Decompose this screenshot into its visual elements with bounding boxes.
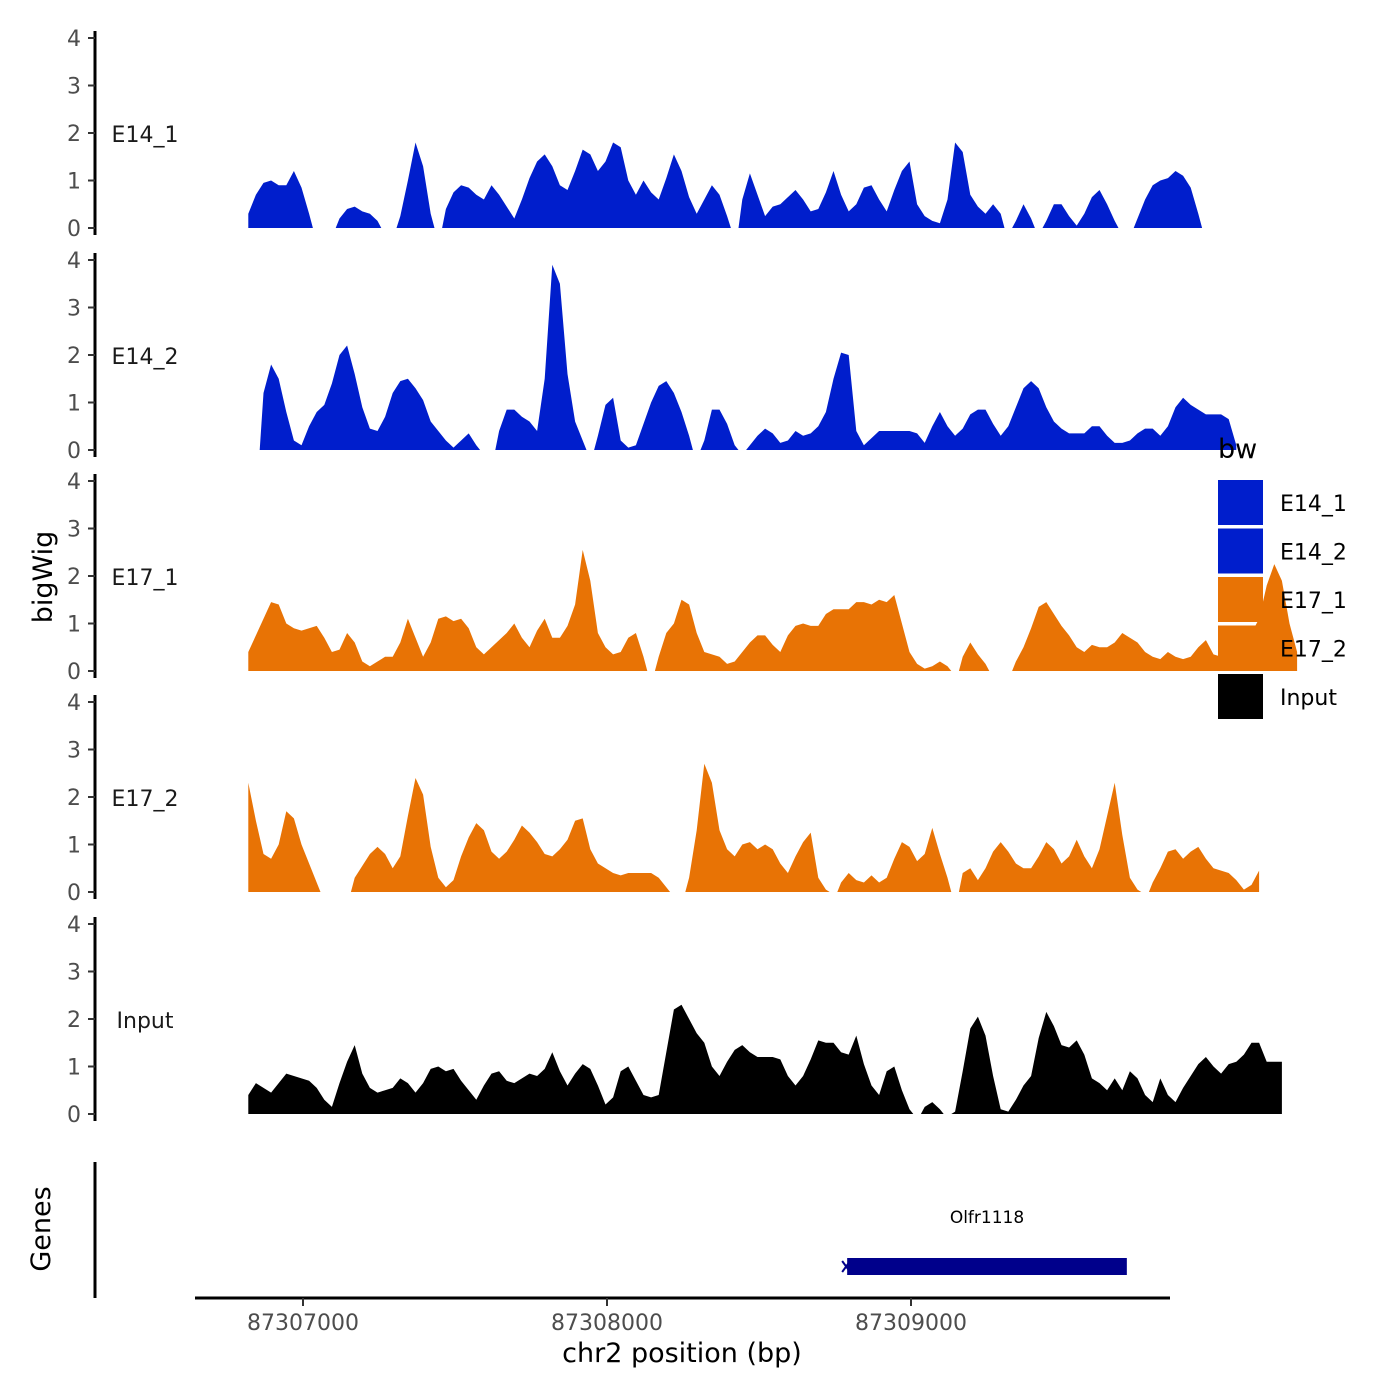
gene-layer: Olfr1118	[841, 1208, 1127, 1275]
y-tick-label-E17_2-3: 3	[67, 739, 81, 764]
y-tick-label-E17_1-1: 1	[67, 613, 81, 638]
track-E17_2: 0 1 2 3 4 E17_2	[67, 691, 1260, 906]
y-tick-label-E17_1-0: 0	[67, 660, 81, 685]
y-tick-label-Input-1: 1	[67, 1056, 81, 1081]
legend-swatch-E17_2	[1218, 625, 1263, 671]
track-label-E14_2: E14_2	[112, 345, 179, 370]
gene-panel: Genes Olfr1118	[26, 1162, 1127, 1298]
coverage-area-Input	[248, 1004, 1282, 1114]
x-tick-label-87308000: 87308000	[551, 1311, 663, 1336]
y-tick-label-E14_1-1: 1	[67, 170, 81, 195]
x-tick-label-87307000: 87307000	[247, 1311, 359, 1336]
y-tick-label-E17_1-3: 3	[67, 518, 81, 543]
legend-swatch-E17_1	[1218, 577, 1263, 622]
tracks-layer: 0 1 2 3 4 E14_1 0 1 2 3 4 E14_2 0 1 2 3 4 E17_1 0 1 2 3 4 E17_2…	[67, 27, 1298, 1128]
y-tick-label-E14_2-0: 0	[67, 439, 81, 464]
y-tick-label-Input-0: 0	[67, 1103, 81, 1128]
track-label-E14_1: E14_1	[112, 123, 179, 148]
legend-label-E17_1: E17_1	[1280, 589, 1347, 614]
legend-swatch-E14_2	[1218, 528, 1263, 574]
y-tick-label-E14_1-3: 3	[67, 75, 81, 100]
legend-swatch-Input	[1218, 674, 1263, 719]
track-label-E17_2: E17_2	[112, 787, 179, 812]
coverage-area-E17_1	[248, 549, 1298, 671]
legend-label-E14_1: E14_1	[1280, 492, 1347, 517]
y-axis-title: bigWig	[28, 531, 59, 624]
genes-label: Genes	[26, 1186, 57, 1271]
y-tick-label-E14_1-4: 4	[67, 27, 81, 52]
gene-strand-mark	[841, 1260, 851, 1273]
y-tick-label-Input-2: 2	[67, 1008, 81, 1033]
x-axis: 87307000 87308000 87309000 chr2 position (…	[195, 1296, 1170, 1369]
track-E17_1: 0 1 2 3 4 E17_1	[67, 470, 1298, 685]
y-tick-label-E14_1-2: 2	[67, 122, 81, 147]
y-tick-label-E14_2-4: 4	[67, 249, 81, 274]
x-ticks-layer: 87307000 87308000 87309000	[247, 1298, 967, 1336]
x-axis-title: chr2 position (bp)	[562, 1338, 802, 1369]
legend-entries: E14_1 E14_2 E17_1 E17_2 Input	[1218, 480, 1347, 719]
legend-label-Input: Input	[1280, 686, 1337, 711]
track-label-Input: Input	[117, 1009, 174, 1034]
track-Input: 0 1 2 3 4 Input	[67, 913, 1282, 1128]
track-E14_1: 0 1 2 3 4 E14_1	[67, 27, 1203, 242]
y-tick-label-E14_1-0: 0	[67, 217, 81, 242]
gene-name-label: Olfr1118	[950, 1208, 1024, 1228]
y-tick-label-E17_1-2: 2	[67, 565, 81, 590]
legend-label-E17_2: E17_2	[1280, 638, 1347, 663]
coverage-area-E14_1	[248, 142, 1203, 228]
gene-body	[847, 1258, 1127, 1275]
y-tick-label-E17_2-1: 1	[67, 834, 81, 859]
legend-title: bw	[1218, 434, 1257, 465]
y-tick-label-E17_2-0: 0	[67, 881, 81, 906]
y-tick-label-Input-4: 4	[67, 913, 81, 938]
legend: bw E14_1 E14_2 E17_1 E17_2 Input	[1218, 434, 1347, 719]
legend-swatch-E14_1	[1218, 480, 1263, 525]
x-tick-label-87309000: 87309000	[855, 1311, 967, 1336]
y-tick-label-E17_1-4: 4	[67, 470, 81, 495]
y-tick-label-E14_2-3: 3	[67, 297, 81, 322]
y-tick-label-E14_2-1: 1	[67, 392, 81, 417]
coverage-area-E14_2	[259, 264, 1237, 450]
track-label-E17_1: E17_1	[112, 566, 179, 591]
y-tick-label-E17_2-2: 2	[67, 786, 81, 811]
track-E14_2: 0 1 2 3 4 E14_2	[67, 249, 1237, 464]
y-tick-label-E17_2-4: 4	[67, 691, 81, 716]
y-tick-label-Input-3: 3	[67, 961, 81, 986]
y-tick-label-E14_2-2: 2	[67, 344, 81, 369]
coverage-area-E17_2	[248, 763, 1260, 892]
legend-label-E14_2: E14_2	[1280, 541, 1347, 566]
